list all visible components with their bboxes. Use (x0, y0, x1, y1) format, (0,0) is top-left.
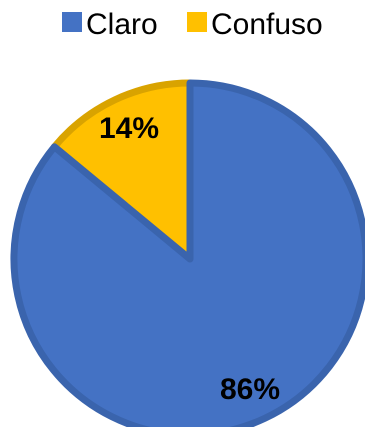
legend-swatch-confuso (187, 12, 207, 32)
pie-slice-claro (10, 79, 365, 427)
data-label-claro: 86% (220, 373, 280, 406)
legend: Claro Confuso (62, 8, 323, 41)
legend-label-confuso: Confuso (211, 8, 323, 41)
legend-label-claro: Claro (86, 8, 158, 41)
data-labels: 86% 14% (99, 112, 280, 406)
pie-slices (10, 79, 365, 427)
legend-swatch-claro (62, 12, 82, 32)
pie-slice-confuso (50, 79, 194, 263)
data-label-confuso: 14% (99, 112, 159, 145)
